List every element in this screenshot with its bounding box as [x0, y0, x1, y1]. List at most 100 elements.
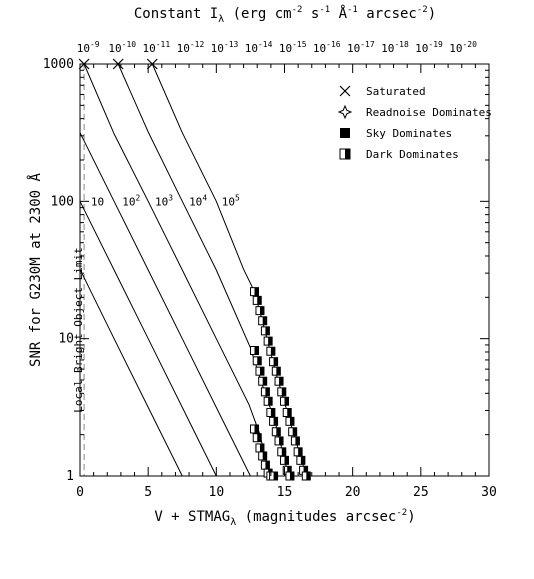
x-axis-label: V + STMAGλ (magnitudes arcsec-2)	[154, 508, 415, 528]
top-tick-label: 10-17	[347, 40, 375, 55]
top-tick-label: 10-11	[142, 40, 170, 55]
dark-dominates-marker-fill	[279, 377, 284, 386]
top-tick-exp: -10	[122, 40, 137, 49]
top-tick-base: 10	[211, 42, 224, 55]
y-tick-label: 1	[66, 469, 74, 484]
top-tick-exp: -14	[258, 40, 273, 49]
exposure-exp: 2	[136, 193, 141, 202]
top-tick-exp: -12	[190, 40, 205, 49]
exposure-exp: 3	[168, 193, 173, 202]
exposure-exp: 4	[202, 193, 207, 202]
dark-dominates-marker-fill	[276, 367, 281, 376]
saturated-marker	[78, 58, 90, 70]
dark-dominates-marker-fill	[257, 356, 262, 365]
x-label-sup: -2	[396, 508, 407, 518]
top-title-part: Constant I	[134, 6, 218, 22]
top-tick-base: 10	[415, 42, 428, 55]
top-title-sub: λ	[218, 14, 224, 25]
top-title-sup: -2	[417, 5, 428, 15]
saturated-marker	[146, 58, 158, 70]
ticks	[79, 64, 490, 477]
top-tick-label: 10-18	[381, 40, 409, 55]
top-title-sup: -1	[347, 5, 358, 15]
x-label-sub: λ	[230, 517, 236, 528]
top-tick-exp: -18	[394, 40, 409, 49]
top-title-part: (erg cm	[224, 6, 291, 22]
dark-dominates-marker-fill	[268, 337, 273, 346]
exposure-base: 10	[222, 195, 235, 208]
y-tick-label: 1000	[43, 57, 74, 72]
dark-dominates-marker-fill	[265, 326, 270, 335]
top-tick-label: 10-14	[245, 40, 273, 55]
snr-curve	[79, 201, 217, 477]
top-tick-base: 10	[313, 42, 326, 55]
dark-dominates-marker-fill	[268, 397, 273, 406]
dark-dominates-marker-fill	[259, 367, 264, 376]
exposure-label: 10	[91, 195, 104, 208]
dark-dominates-marker-fill	[306, 472, 311, 480]
saturated-marker	[112, 58, 124, 70]
x-tick-label: 0	[76, 485, 84, 500]
dark-dominates-marker-fill	[270, 408, 275, 417]
dark-dominates-marker-fill	[265, 387, 270, 396]
x-label-part: V + STMAG	[154, 509, 230, 525]
x-tick-label: 20	[345, 485, 361, 500]
top-axis-title: Constant Iλ (erg cm-2 s-1 Å-1 arcsec-2)	[134, 5, 436, 25]
exposure-label: 103	[155, 193, 173, 208]
top-tick-exp: -17	[360, 40, 375, 49]
top-tick-label: 10-16	[313, 40, 341, 55]
top-tick-base: 10	[381, 42, 394, 55]
top-tick-label: 10-12	[177, 40, 205, 55]
top-tick-exp: -20	[462, 40, 477, 49]
dark-dominates-marker-fill	[281, 387, 286, 396]
top-tick-base: 10	[347, 42, 360, 55]
x-label-part: )	[407, 509, 415, 525]
top-tick-base: 10	[449, 42, 462, 55]
snr-curve	[79, 132, 251, 477]
top-tick-exp: -9	[90, 40, 100, 49]
legend: Saturated Readnoise Dominates Sky Dominate…	[337, 85, 492, 161]
exposure-label: 102	[122, 193, 140, 208]
top-tick-base: 10	[142, 42, 155, 55]
dark-dominates-marker-fill	[254, 346, 259, 355]
top-title-sup: -1	[319, 5, 330, 15]
dark-dominates-marker-fill	[287, 408, 292, 417]
legend-half-square-fill	[345, 149, 350, 159]
top-tick-exp: -16	[326, 40, 341, 49]
dark-dominates-marker-fill	[289, 472, 294, 480]
markers	[78, 58, 311, 481]
top-tick-exp: -15	[292, 40, 307, 49]
legend-cross-icon	[339, 85, 351, 97]
top-tick-base: 10	[177, 42, 190, 55]
y-tick-label: 100	[51, 194, 74, 209]
top-title-part: Å	[330, 5, 347, 22]
dark-dominates-marker-fill	[257, 433, 262, 442]
dark-dominates-marker-fill	[284, 397, 289, 406]
dark-dominates-marker-fill	[257, 296, 262, 305]
dark-dominates-marker-fill	[300, 456, 305, 465]
snr-curve	[79, 269, 183, 477]
legend-filled-square-icon	[340, 128, 350, 138]
legend-label: Readnoise Dominates	[366, 106, 492, 119]
x-tick-label: 5	[144, 485, 152, 500]
dark-dominates-marker-fill	[289, 417, 294, 426]
exposure-label: 104	[189, 193, 207, 208]
bright-limit-label: Local Bright Object Limit	[72, 247, 85, 413]
dark-dominates-marker-fill	[262, 451, 267, 460]
legend-item: Saturated	[339, 85, 426, 98]
legend-item: Dark Dominates	[339, 148, 459, 161]
top-title-part: )	[428, 6, 436, 22]
x-label-part: (magnitudes arcsec	[236, 509, 396, 525]
x-tick-label: 25	[413, 485, 429, 500]
top-tick-base: 10	[245, 42, 258, 55]
legend-label: Saturated	[366, 85, 426, 98]
legend-label: Sky Dominates	[366, 127, 452, 140]
exposure-base: 10	[91, 195, 104, 208]
legend-item: Readnoise Dominates	[337, 104, 492, 120]
dark-dominates-marker-fill	[270, 347, 275, 356]
dark-dominates-marker-fill	[262, 316, 267, 325]
legend-label: Dark Dominates	[366, 148, 459, 161]
dark-dominates-marker-fill	[259, 306, 264, 315]
